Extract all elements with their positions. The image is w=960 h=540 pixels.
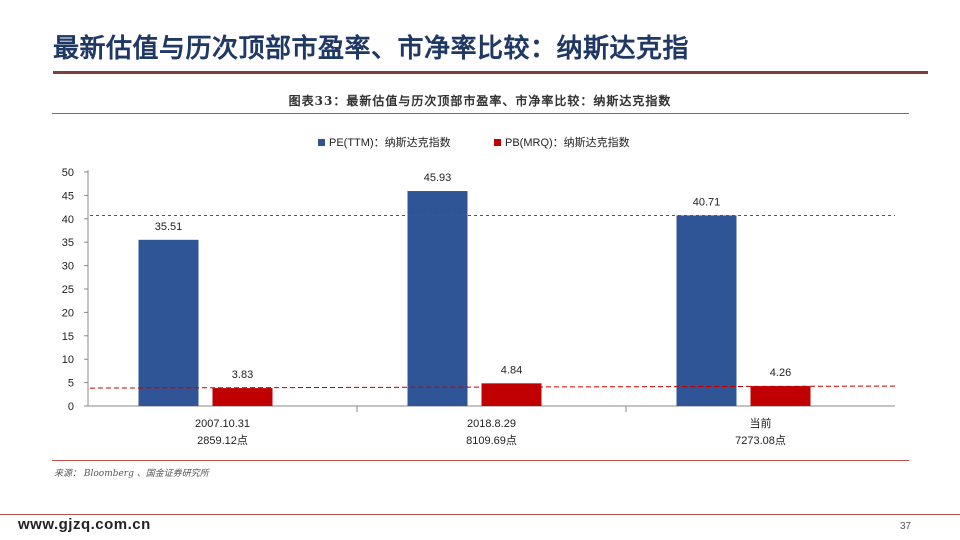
x-tick-label: 2007.10.31 bbox=[195, 418, 250, 430]
y-tick-label: 0 bbox=[68, 401, 74, 413]
x-tick-label: 当前 bbox=[750, 416, 772, 430]
y-tick-label: 45 bbox=[62, 190, 74, 202]
title-divider bbox=[53, 71, 928, 74]
reference-line-pb bbox=[89, 385, 896, 389]
source-divider bbox=[52, 460, 909, 461]
legend-label: PE(TTM)：纳斯达克指数 bbox=[329, 135, 451, 149]
x-tick-sublabel: 2859.12点 bbox=[197, 434, 248, 447]
data-label: 3.83 bbox=[232, 369, 253, 381]
legend-swatch bbox=[318, 139, 325, 146]
data-label: 35.51 bbox=[155, 221, 183, 233]
data-label: 4.84 bbox=[501, 364, 522, 376]
source-note: 来源： Bloomberg 、国金证券研究所 bbox=[54, 469, 209, 479]
y-tick-label: 5 bbox=[68, 378, 74, 390]
y-tick-label: 20 bbox=[62, 307, 74, 319]
data-label: 45.93 bbox=[424, 172, 452, 184]
bar-pe bbox=[407, 191, 468, 406]
bar-pe bbox=[138, 239, 199, 406]
legend-label: PB(MRQ)：纳斯达克指数 bbox=[505, 135, 630, 149]
x-tick-sublabel: 8109.69点 bbox=[466, 434, 517, 447]
y-tick-label: 10 bbox=[62, 354, 74, 366]
y-tick-label: 15 bbox=[62, 331, 74, 343]
bar-pe bbox=[676, 215, 737, 406]
bar-pb bbox=[750, 386, 811, 406]
page-number: 37 bbox=[900, 521, 912, 532]
y-tick-label: 40 bbox=[62, 214, 74, 226]
bar-pb bbox=[481, 383, 542, 406]
footer-divider bbox=[0, 514, 960, 515]
x-tick-sublabel: 7273.08点 bbox=[735, 434, 786, 447]
data-label: 4.26 bbox=[770, 367, 791, 379]
website-url: www.gjzq.com.cn bbox=[18, 516, 151, 533]
y-tick-label: 35 bbox=[62, 237, 74, 249]
y-tick-label: 30 bbox=[62, 261, 74, 273]
figure-caption: 图表33：最新估值与历次顶部市盈率、市净率比较：纳斯达克指数 bbox=[288, 94, 672, 108]
slide-title: 最新估值与历次顶部市盈率、市净率比较：纳斯达克指 bbox=[53, 33, 690, 63]
bar-pb bbox=[212, 388, 273, 406]
x-tick-label: 2018.8.29 bbox=[467, 418, 516, 430]
y-tick-label: 50 bbox=[62, 167, 74, 179]
y-tick-label: 25 bbox=[62, 284, 74, 296]
data-label: 40.71 bbox=[693, 196, 721, 208]
legend-swatch bbox=[494, 139, 501, 146]
caption-divider bbox=[52, 113, 909, 114]
